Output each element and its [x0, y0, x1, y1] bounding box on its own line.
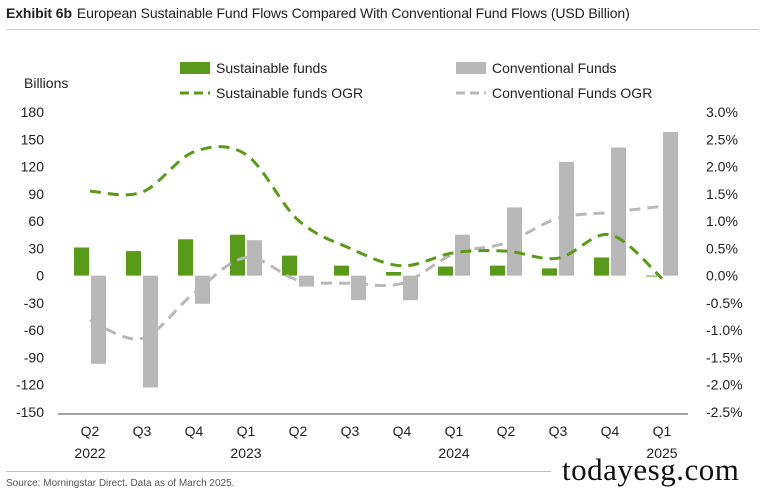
- conventional-funds-bar: [403, 275, 418, 301]
- x-tick-label: Q1: [653, 423, 672, 439]
- sustainable-funds-bar: [74, 247, 89, 276]
- sustainable-ogr-line: [89, 145, 664, 280]
- legend-label: Sustainable funds: [216, 60, 327, 76]
- sustainable-funds-bar: [542, 268, 557, 276]
- y-tick-label: 120: [21, 159, 45, 175]
- sustainable-funds-bar: [594, 257, 609, 276]
- x-tick-label: Q4: [393, 423, 412, 439]
- y-tick-label: -150: [16, 404, 44, 420]
- y-tick-label: -60: [24, 322, 44, 338]
- x-year-label: 2022: [74, 445, 105, 461]
- x-tick-label: Q4: [601, 423, 620, 439]
- exhibit-label: Exhibit 6b: [6, 5, 72, 21]
- y2-tick-label: -0.5%: [706, 295, 743, 311]
- x-tick-label: Q1: [237, 423, 256, 439]
- x-year-label: 2023: [230, 445, 261, 461]
- conventional-funds-bar: [663, 132, 678, 276]
- x-tick-label: Q2: [289, 423, 308, 439]
- x-tick-label: Q4: [185, 423, 204, 439]
- sustainable-funds-bar: [646, 275, 661, 277]
- y-tick-label: -120: [16, 377, 44, 393]
- y2-tick-label: 2.5%: [706, 131, 738, 147]
- y2-tick-label: 0.5%: [706, 240, 738, 256]
- y-tick-label: 60: [28, 213, 44, 229]
- footer-divider: [6, 471, 551, 472]
- sustainable-funds-bar: [126, 251, 141, 276]
- sustainable-funds-bar: [438, 266, 453, 276]
- y2-tick-label: 1.5%: [706, 186, 738, 202]
- x-tick-label: Q3: [549, 423, 568, 439]
- conventional-funds-bar: [455, 234, 470, 276]
- sustainable-funds-bar: [282, 255, 297, 276]
- x-tick-label: Q2: [497, 423, 516, 439]
- legend-label: Conventional Funds OGR: [492, 85, 652, 101]
- x-year-label: 2024: [438, 445, 469, 461]
- y2-tick-label: -1.0%: [706, 322, 743, 338]
- conventional-funds-bar: [507, 207, 522, 276]
- y2-tick-label: -1.5%: [706, 349, 743, 365]
- y-tick-label: -90: [24, 349, 44, 365]
- legend-swatch: [456, 62, 486, 74]
- y2-tick-label: 1.0%: [706, 213, 738, 229]
- conventional-funds-bar: [91, 275, 106, 364]
- y-axis-label: Billions: [24, 75, 68, 91]
- conventional-funds-bar: [351, 275, 366, 301]
- watermark: todayesg.com: [562, 452, 740, 487]
- legend-swatch: [180, 62, 210, 74]
- conventional-ogr-line: [89, 204, 663, 341]
- y2-tick-label: 0.0%: [706, 268, 738, 284]
- y-tick-label: 180: [21, 104, 45, 120]
- chart-title: Exhibit 6b European Sustainable Fund Flow…: [6, 5, 630, 21]
- chart-title-text: European Sustainable Fund Flows Compared…: [76, 5, 630, 21]
- x-tick-label: Q1: [445, 423, 464, 439]
- conventional-funds-bar: [559, 162, 574, 276]
- x-tick-label: Q3: [341, 423, 360, 439]
- fund-flows-chart: Billions 180 150 120 90 60 30 0 -30 -60 -90 -120 -15…: [16, 60, 743, 461]
- sustainable-funds-bar: [178, 239, 193, 276]
- conventional-funds-bar: [247, 240, 262, 276]
- x-tick-label: Q3: [133, 423, 152, 439]
- conventional-funds-bar: [143, 275, 158, 388]
- y-tick-label: 30: [28, 240, 44, 256]
- x-year-label: 2025: [646, 445, 677, 461]
- sustainable-funds-bar: [490, 265, 505, 276]
- y-tick-label: 90: [28, 186, 44, 202]
- sustainable-funds-bar: [386, 272, 401, 276]
- y2-tick-label: -2.0%: [706, 377, 743, 393]
- y-tick-label: 150: [21, 131, 45, 147]
- y-tick-label: -30: [24, 295, 44, 311]
- y2-tick-label: 2.0%: [706, 159, 738, 175]
- legend-label: Conventional Funds: [492, 60, 617, 76]
- y2-tick-label: -2.5%: [706, 404, 743, 420]
- sustainable-funds-bar: [334, 265, 349, 276]
- source-note: Source: Morningstar Direct. Data as of M…: [6, 478, 235, 489]
- y-tick-label: 0: [36, 268, 44, 284]
- x-tick-label: Q2: [81, 423, 100, 439]
- sustainable-funds-bar: [230, 234, 245, 276]
- legend-label: Sustainable funds OGR: [216, 85, 363, 101]
- title-divider: [6, 29, 759, 30]
- conventional-funds-bar: [195, 275, 210, 304]
- y2-tick-label: 3.0%: [706, 104, 738, 120]
